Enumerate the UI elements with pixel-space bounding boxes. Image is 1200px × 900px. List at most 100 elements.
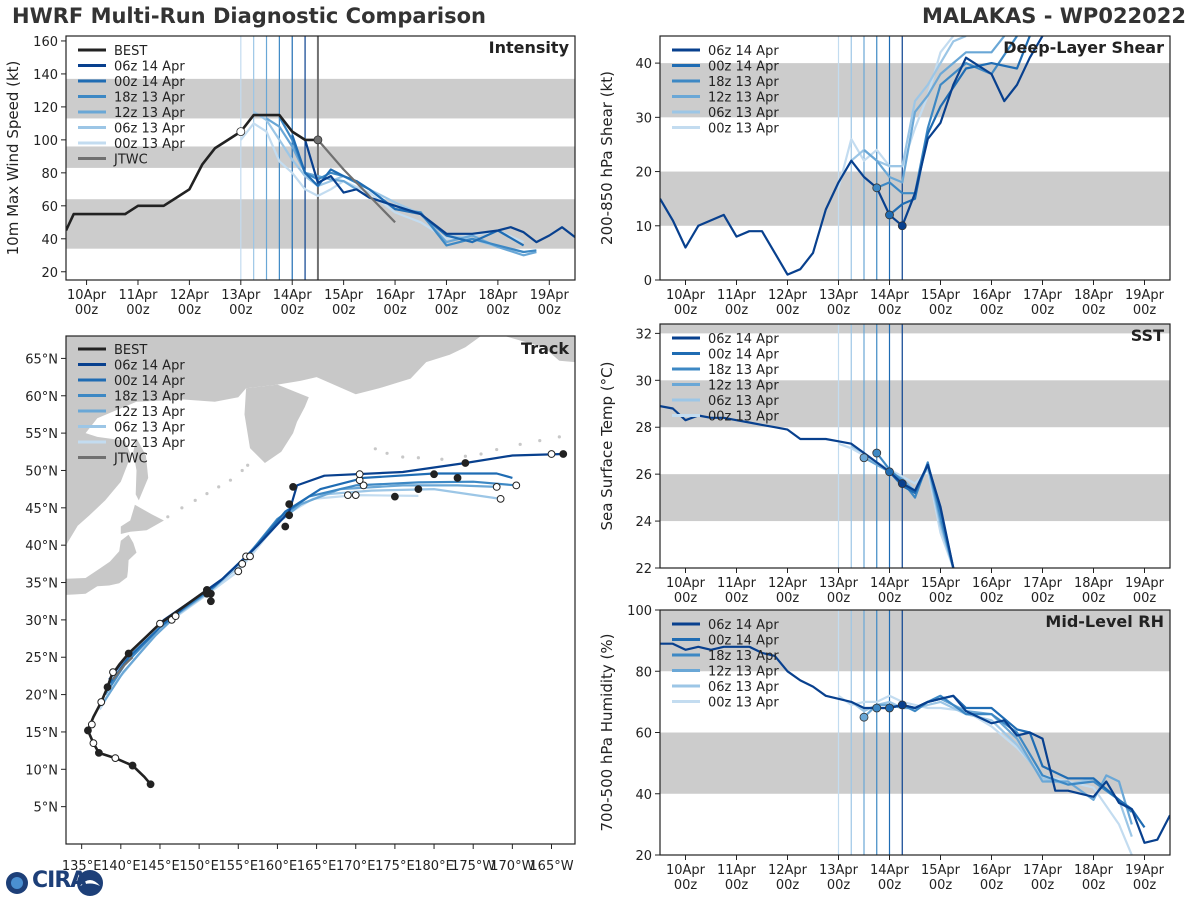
aleutian-island: [557, 435, 561, 439]
rh-ytick-label: 40: [635, 788, 652, 803]
track-position-marker: [94, 748, 103, 757]
track-legend-label: 06z 13 Apr: [114, 421, 185, 436]
aleutian-island: [479, 452, 483, 456]
rh-xtick-label: 18Apr: [1074, 863, 1114, 878]
intensity-shade-band: [66, 78, 575, 119]
sst-xtick-label: 00z: [1133, 591, 1157, 606]
sst-marker: [897, 479, 907, 488]
kuril-island: [193, 498, 197, 502]
shear-xtick-label: 00z: [929, 303, 953, 318]
intensity-xtick-label: 00z: [281, 303, 305, 318]
shear-marker: [872, 183, 882, 193]
track-position-marker: [355, 470, 364, 479]
aleutian-island: [373, 447, 377, 451]
figure-title: HWRF Multi-Run Diagnostic Comparison: [12, 4, 487, 28]
shear-xtick-label: 10Apr: [666, 288, 706, 303]
shear-xtick-label: 15Apr: [921, 288, 961, 303]
sst-xtick-label: 00z: [827, 591, 851, 606]
shear-xtick-label: 00z: [674, 303, 698, 318]
sst-panel-title: SST: [1131, 326, 1164, 345]
shear-ytick-label: 20: [635, 166, 652, 181]
shear-shade-band: [660, 63, 1170, 118]
track-position-marker: [559, 450, 568, 458]
intensity-xtick-label: 10Apr: [67, 288, 107, 303]
intensity-frame: [65, 35, 576, 281]
track-position-marker: [414, 485, 423, 494]
track-position-marker: [171, 612, 180, 621]
sst-xtick-label: 00z: [929, 591, 953, 606]
rh-xtick-label: 00z: [980, 878, 1004, 893]
intensity-xtick-label: 00z: [178, 303, 202, 318]
intensity-xtick-label: 00z: [126, 303, 150, 318]
track-position-marker: [246, 552, 254, 561]
shear-ytick-label: 30: [635, 111, 652, 126]
sst-xtick-label: 00z: [725, 591, 749, 606]
track-lon-label: 170°W: [490, 859, 534, 874]
intensity-legend-label: 00z 14 Apr: [114, 75, 185, 90]
kuril-island: [246, 463, 250, 467]
sst-legend-label: 18z 13 Apr: [708, 363, 779, 378]
track-position-marker: [359, 481, 368, 490]
intensity-ytick-label: 120: [33, 101, 58, 116]
track-position-marker: [206, 597, 215, 606]
track-lon-label: 170°E: [336, 859, 376, 874]
sst-xtick-label: 14Apr: [870, 576, 910, 591]
intensity-xtick-label: 13Apr: [221, 288, 261, 303]
intensity-xtick-label: 00z: [538, 303, 562, 318]
intensity-series-best: [66, 113, 318, 232]
track-frame: [65, 335, 576, 845]
kuril-island: [217, 485, 221, 489]
rh-marker: [885, 703, 894, 713]
rh-marker: [872, 703, 882, 713]
kuril-island: [228, 478, 233, 482]
intensity-xtick-label: 11Apr: [118, 288, 158, 303]
rh-legend-label: 12z 13 Apr: [708, 665, 779, 680]
track-lat-label: 5°N: [34, 801, 59, 816]
intensity-xtick-label: 18Apr: [478, 288, 518, 303]
rh-shade-band: [660, 732, 1170, 794]
rh-ytick-label: 20: [635, 849, 652, 864]
track-position-marker: [390, 492, 399, 501]
track-lat-label: 25°N: [25, 651, 58, 666]
track-jtwc: [112, 656, 134, 681]
shear-xtick-label: 13Apr: [819, 288, 859, 303]
intensity-legend-label: JTWC: [113, 153, 148, 168]
shear-marker: [885, 210, 894, 220]
track-position-marker: [281, 522, 290, 531]
intensity-ytick-label: 80: [41, 167, 58, 182]
intensity-legend-label: 06z 14 Apr: [114, 60, 185, 75]
track-legend-label: JTWC: [113, 452, 148, 467]
shear-legend-label: 18z 13 Apr: [708, 75, 779, 90]
asia-landmass: [66, 336, 481, 546]
rh-xtick-label: 14Apr: [870, 863, 910, 878]
shear-xtick-label: 00z: [1133, 303, 1157, 318]
intensity-ytick-label: 160: [33, 35, 58, 50]
sst-xtick-label: 10Apr: [666, 576, 706, 591]
shear-panel-title: Deep-Layer Shear: [1003, 38, 1164, 57]
rh-series-06z-14-apr: [660, 642, 1170, 844]
shear-series-18z-13-apr: [876, 36, 1018, 195]
intensity-xtick-label: 15Apr: [324, 288, 364, 303]
rh-xtick-label: 00z: [725, 878, 749, 893]
track-lon-label: 175°W: [451, 859, 495, 874]
logo-text: CIRA: [32, 868, 87, 893]
aleutian-island: [401, 455, 405, 459]
shear-ylabel: 200-850 hPa Shear (kt): [598, 71, 616, 245]
track-lat-label: 50°N: [25, 464, 58, 479]
intensity-series-jtwc: [317, 139, 396, 224]
track-position-marker: [344, 491, 352, 500]
track-position-marker: [547, 450, 556, 458]
aleutian-island: [518, 442, 522, 446]
sst-xtick-label: 17Apr: [1023, 576, 1063, 591]
intensity-xtick-label: 00z: [332, 303, 356, 318]
sst-legend-label: 00z 14 Apr: [708, 348, 779, 363]
rh-xtick-label: 00z: [776, 878, 800, 893]
sst-xtick-label: 19Apr: [1125, 576, 1165, 591]
sst-ytick-label: 28: [635, 421, 652, 436]
rh-xtick-label: 13Apr: [819, 863, 859, 878]
rh-ytick-label: 60: [635, 727, 652, 742]
sst-legend-label: 06z 14 Apr: [708, 332, 779, 347]
aleutian-island: [495, 447, 499, 452]
track-lat-label: 60°N: [25, 390, 58, 405]
